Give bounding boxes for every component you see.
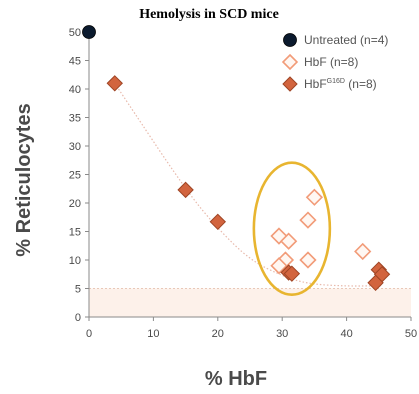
x-tick-label: 10 — [147, 328, 159, 340]
data-points — [82, 25, 391, 292]
hbf-g16d-point — [209, 213, 227, 231]
hbf-point — [299, 211, 317, 229]
legend-hbf-g16d-marker — [282, 76, 298, 92]
legend-label: HbFG16D (n=8) — [304, 77, 377, 91]
hbf-g16d-point — [177, 181, 194, 199]
x-tick-label: 0 — [86, 328, 92, 340]
y-tick-label: 30 — [69, 141, 81, 153]
x-tick-label: 20 — [212, 328, 224, 340]
y-axis-label: % Reticulocytes — [13, 103, 35, 256]
x-tick-label: 40 — [340, 328, 352, 340]
y-tick-label: 40 — [69, 84, 81, 96]
untreated-point — [82, 25, 96, 39]
hbf-point — [280, 232, 298, 250]
axes: 0 5 10 15 20 25 30 35 40 45 50 0 10 20 30 40 50 — [69, 27, 417, 340]
y-tick-label: 10 — [69, 255, 81, 267]
x-axis-label: % HbF — [205, 368, 267, 390]
y-tick-label: 20 — [69, 198, 81, 210]
y-tick-label: 50 — [69, 27, 81, 39]
y-tick-label: 0 — [75, 312, 81, 324]
trend-curve — [114, 82, 383, 287]
hbf-g16d-point — [367, 274, 384, 292]
y-tick-label: 35 — [69, 113, 81, 125]
legend-label: Untreated (n=4) — [304, 33, 388, 47]
normal-range-band — [89, 288, 411, 317]
legend-untreated-marker — [283, 33, 297, 47]
hbf-g16d-point — [106, 75, 123, 92]
hbf-point — [354, 242, 372, 261]
chart-title: Hemolysis in SCD mice — [139, 7, 279, 22]
legend: Untreated (n=4) HbF (n=8) HbFG16D (n=8) — [281, 33, 388, 92]
legend-hbf-marker — [281, 53, 299, 71]
y-tick-label: 5 — [75, 284, 81, 296]
legend-label: HbF (n=8) — [304, 55, 358, 69]
x-tick-label: 50 — [405, 328, 417, 340]
highlight-ellipse — [252, 161, 332, 296]
hbf-point — [299, 251, 317, 269]
trend-curve-layer — [114, 82, 383, 287]
highlight-ellipse-layer — [252, 161, 332, 296]
hbf-point — [305, 188, 324, 206]
shaded-band-layer — [89, 288, 411, 317]
x-tick-label: 30 — [276, 328, 288, 340]
hbf-g16d-point — [283, 265, 301, 282]
y-tick-label: 15 — [69, 227, 81, 239]
y-tick-label: 25 — [69, 170, 81, 182]
y-tick-label: 45 — [69, 56, 81, 68]
hbf-point — [270, 257, 288, 275]
